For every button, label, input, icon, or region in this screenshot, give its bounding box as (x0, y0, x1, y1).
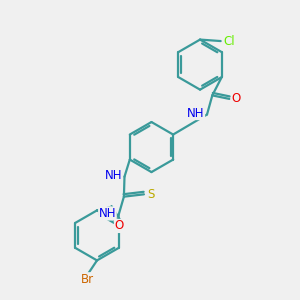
Text: NH: NH (187, 106, 205, 119)
Text: S: S (148, 188, 155, 201)
Text: Cl: Cl (224, 34, 235, 48)
Text: O: O (231, 92, 241, 105)
Text: Br: Br (81, 273, 94, 286)
Text: O: O (115, 220, 124, 232)
Text: NH: NH (99, 207, 116, 220)
Text: NH: NH (105, 169, 122, 182)
